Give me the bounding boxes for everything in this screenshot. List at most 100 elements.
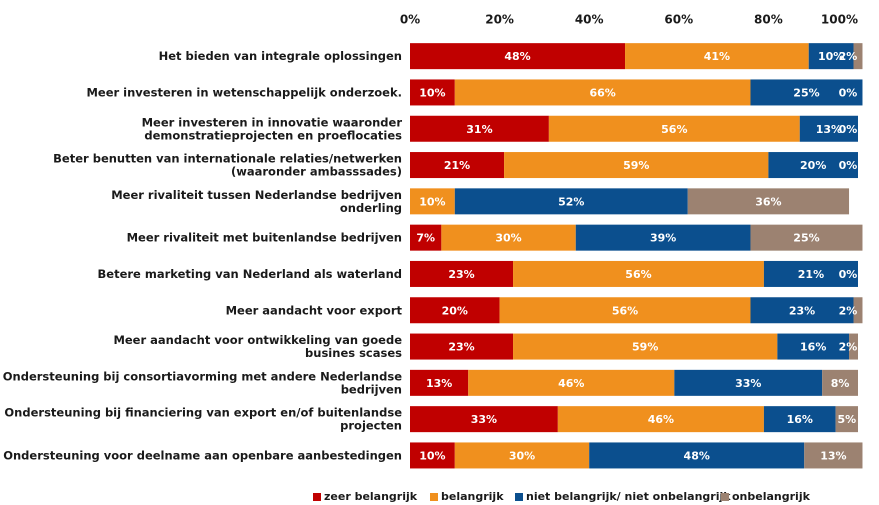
bar-segment	[763, 260, 858, 287]
bar-segment	[454, 442, 590, 469]
category-label: Ondersteuning voor deelname aan openbare…	[3, 448, 402, 462]
bar-segment	[454, 79, 751, 106]
value-label: 0%	[839, 123, 858, 136]
x-tick-label: 0%	[400, 13, 420, 27]
value-label: 0%	[839, 268, 858, 281]
bar-segment	[410, 369, 469, 396]
value-label: 10%	[419, 86, 445, 99]
bar-segment	[410, 115, 549, 142]
value-label: 13%	[816, 123, 842, 136]
bar-segment	[410, 224, 442, 251]
bar-segment	[750, 79, 863, 106]
legend-label: niet belangrijk/ niet onbelangrijk	[526, 490, 731, 503]
value-label: 46%	[558, 377, 584, 390]
value-label: 41%	[704, 50, 730, 63]
value-label: 48%	[504, 50, 530, 63]
bar-segment	[410, 297, 500, 324]
legend-label: belangrijk	[441, 490, 504, 503]
value-label: 33%	[471, 413, 497, 426]
bar-segment	[777, 333, 850, 360]
bar-segment	[763, 406, 836, 433]
value-label: 25%	[793, 86, 819, 99]
value-label: 20%	[800, 159, 826, 172]
bar-segment	[548, 115, 800, 142]
value-label: 25%	[793, 232, 819, 245]
value-label: 56%	[625, 268, 651, 281]
value-label: 52%	[558, 195, 584, 208]
bar-segment	[504, 152, 769, 179]
value-label: 0%	[839, 159, 858, 172]
value-label: 10%	[419, 195, 445, 208]
bar-segment	[625, 43, 809, 70]
category-label: Meer rivaliteit met buitenlandse bedrijv…	[127, 230, 402, 244]
bar-segment	[410, 79, 455, 106]
bar-segment	[808, 43, 854, 70]
value-label: 66%	[589, 86, 615, 99]
category-label: Het bieden van integrale oplossingen	[159, 49, 402, 63]
bar-segment	[410, 152, 505, 179]
bar-segment	[589, 442, 805, 469]
bar-segment	[768, 152, 858, 179]
value-label: 23%	[448, 341, 474, 354]
category-label: Meer aandacht voor export	[226, 303, 403, 317]
bar-segment	[410, 188, 455, 215]
bar-segment	[441, 224, 576, 251]
bar-segment	[468, 369, 675, 396]
value-label: 30%	[509, 449, 535, 462]
bar-segment	[410, 406, 558, 433]
category-label: Ondersteuning bij financiering van expor…	[4, 405, 402, 432]
value-label: 2%	[839, 341, 858, 354]
bar-segment	[687, 188, 850, 215]
category-label: Meer investeren in wetenschappelijk onde…	[86, 85, 402, 99]
legend-label: onbelangrijk	[732, 490, 811, 503]
bar-segment	[454, 188, 688, 215]
value-label: 0%	[839, 86, 858, 99]
bar-segment	[410, 260, 514, 287]
category-label: Betere marketing van Nederland als water…	[98, 266, 402, 280]
value-label: 5%	[837, 413, 856, 426]
bar-segment	[853, 43, 863, 70]
bar-segment	[750, 297, 854, 324]
value-label: 48%	[684, 449, 710, 462]
x-tick-label: 80%	[754, 13, 783, 27]
value-label: 13%	[426, 377, 452, 390]
value-label: 59%	[632, 341, 658, 354]
bar-segment	[750, 224, 863, 251]
value-label: 10%	[419, 449, 445, 462]
bar-segment	[853, 297, 863, 324]
value-label: 56%	[661, 123, 687, 136]
x-tick-label: 100%	[821, 13, 858, 27]
value-label: 8%	[831, 377, 850, 390]
x-tick-label: 60%	[664, 13, 693, 27]
value-label: 13%	[820, 449, 846, 462]
x-tick-label: 40%	[575, 13, 604, 27]
x-tick-label: 20%	[485, 13, 514, 27]
legend-swatch	[313, 493, 321, 501]
bar-segment	[513, 260, 764, 287]
bar-segment	[557, 406, 764, 433]
value-label: 23%	[448, 268, 474, 281]
value-label: 59%	[623, 159, 649, 172]
value-label: 30%	[495, 232, 521, 245]
value-label: 46%	[648, 413, 674, 426]
category-label: Meer investeren in innovatie waaronder de…	[142, 115, 403, 142]
value-label: 2%	[839, 304, 858, 317]
bar-segment	[513, 333, 778, 360]
bar-segment	[575, 224, 751, 251]
value-label: 2%	[839, 50, 858, 63]
bar-segment	[410, 43, 626, 70]
category-label: Meer rivaliteit tussen Nederlandse bedri…	[111, 187, 402, 214]
bar-segment	[799, 115, 858, 142]
bar-segment	[822, 369, 858, 396]
bar-segment	[674, 369, 823, 396]
legend-label: zeer belangrijk	[324, 490, 418, 503]
value-label: 39%	[650, 232, 676, 245]
bar-segment	[835, 406, 858, 433]
bar-segment	[849, 333, 858, 360]
legend-swatch	[430, 493, 438, 501]
legend-swatch	[515, 493, 523, 501]
category-label: Beter benutten van internationale relati…	[53, 151, 402, 178]
bar-segment	[499, 297, 751, 324]
value-label: 20%	[442, 304, 468, 317]
